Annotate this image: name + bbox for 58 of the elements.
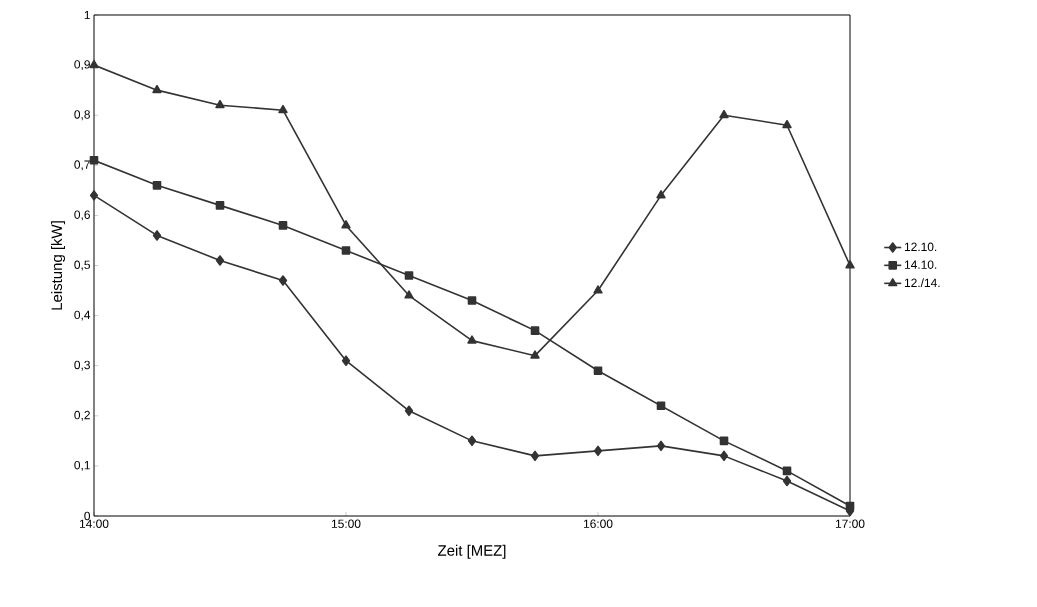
- point: [341, 355, 351, 366]
- legend-label: 12./14.: [904, 278, 940, 288]
- point: [467, 335, 477, 344]
- y-tick-label: 0,6: [74, 210, 90, 221]
- y-tick-label: 0,3: [74, 360, 90, 371]
- y-tick-label: 0,4: [74, 310, 91, 321]
- point: [404, 290, 414, 299]
- point: [656, 190, 666, 199]
- point: [467, 296, 477, 305]
- point: [215, 201, 225, 210]
- point: [404, 271, 414, 280]
- point: [215, 255, 225, 266]
- point: [593, 285, 603, 294]
- x-tick-label: 15:00: [331, 519, 361, 528]
- point: [719, 109, 729, 119]
- point: [341, 246, 351, 255]
- x-tick-label: 16:00: [583, 519, 613, 528]
- point: [719, 436, 729, 446]
- point: [845, 501, 855, 511]
- point: [152, 84, 162, 94]
- point: [341, 220, 351, 229]
- x-tick-label: 14:00: [79, 519, 109, 528]
- point: [593, 366, 603, 376]
- point: [782, 475, 792, 487]
- point: [278, 221, 288, 230]
- point: [656, 440, 666, 452]
- y-tick-label: 0,2: [74, 410, 90, 421]
- y-axis-title: Leistung [kW]: [51, 221, 66, 310]
- point: [530, 350, 540, 359]
- point: [782, 466, 792, 476]
- point: [782, 119, 792, 129]
- point: [530, 326, 540, 335]
- point: [278, 275, 288, 286]
- point: [467, 435, 477, 447]
- point: [719, 450, 729, 462]
- y-tick-label: 0: [84, 511, 91, 521]
- y-tick-label: 0,1: [74, 460, 90, 471]
- point: [530, 450, 540, 462]
- x-axis-title: Zeit [MEZ]: [438, 544, 506, 559]
- point: [845, 260, 855, 269]
- y-tick-label: 1: [84, 10, 90, 20]
- y-tick-label: 0,9: [74, 60, 90, 71]
- y-tick-label: 0,7: [74, 160, 90, 171]
- y-tick-label: 0,5: [74, 260, 90, 271]
- y-tick-label: 0,8: [74, 110, 90, 121]
- point: [278, 104, 288, 114]
- point: [89, 155, 99, 165]
- legend-label: 12.10.: [904, 242, 937, 252]
- point: [215, 99, 225, 109]
- point: [152, 230, 162, 241]
- point: [404, 405, 414, 417]
- point: [89, 59, 99, 69]
- point: [152, 181, 162, 190]
- point: [593, 445, 603, 457]
- point: [89, 190, 99, 201]
- point: [656, 401, 666, 411]
- legend-label: 14.10.: [904, 260, 937, 269]
- x-tick-label: 17:00: [835, 519, 865, 528]
